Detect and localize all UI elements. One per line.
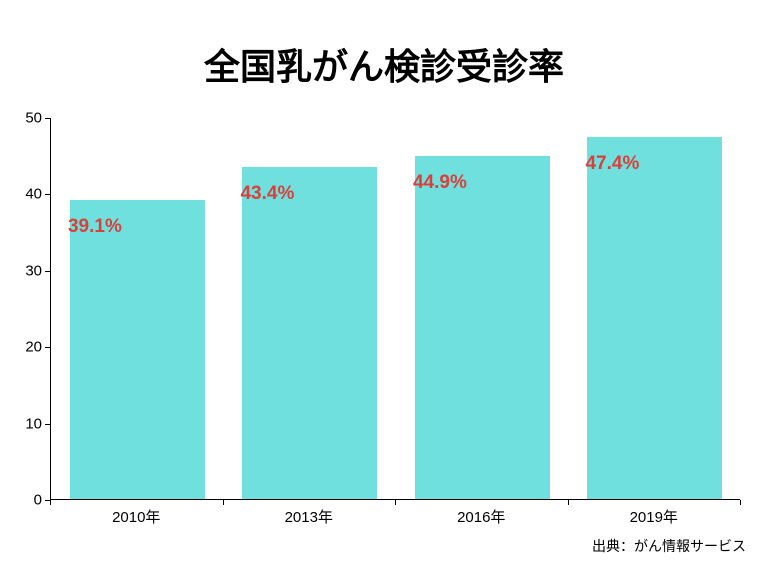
bar xyxy=(415,156,550,499)
source-text: 出典：がん情報サービス xyxy=(592,536,746,556)
x-tick-label: 2019年 xyxy=(568,500,741,527)
x-tick-mark xyxy=(740,500,741,505)
chart-container: 全国乳がん検診受診率 39.1%43.4%44.9%47.4% 2010年201… xyxy=(0,0,768,576)
plot-region: 39.1% 43.4% 44.9% 47.4% xyxy=(50,118,740,500)
y-tick-mark xyxy=(45,271,50,272)
x-tick-mark xyxy=(50,500,51,505)
y-tick-mark xyxy=(45,194,50,195)
bar-value-label: 39.1% xyxy=(68,216,122,238)
chart-title: 全国乳がん検診受診率 xyxy=(0,0,768,90)
bar-value-label: 43.4% xyxy=(240,183,294,205)
bar xyxy=(70,200,205,499)
y-tick-mark xyxy=(45,118,50,119)
bar-value-label: 44.9% xyxy=(413,172,467,194)
x-tick-label: 2010年 xyxy=(50,500,223,527)
bar xyxy=(242,167,377,499)
bar xyxy=(587,137,722,499)
y-tick-mark xyxy=(45,500,50,501)
chart-area: 39.1%43.4%44.9%47.4% 2010年2013年2016年2019… xyxy=(50,118,740,500)
y-tick-mark xyxy=(45,347,50,348)
x-tick-label: 2013年 xyxy=(223,500,396,527)
y-tick-mark xyxy=(45,424,50,425)
x-tick-label: 2016年 xyxy=(395,500,568,527)
bar-value-label: 47.4% xyxy=(585,153,639,175)
